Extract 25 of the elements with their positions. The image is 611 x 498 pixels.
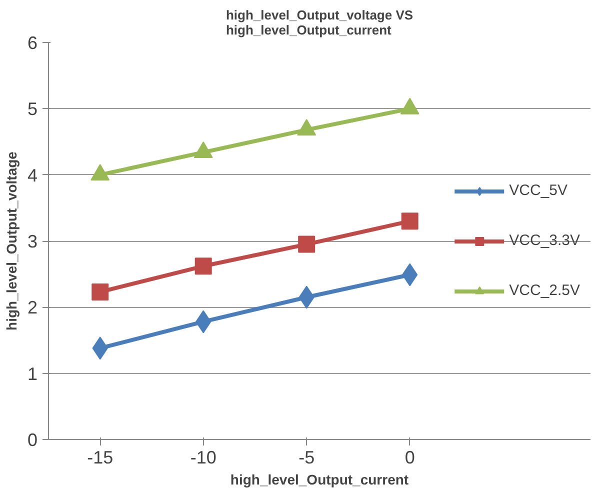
y-tick-label: 2 [27, 298, 38, 318]
x-axis-title: high_level_Output_current [230, 472, 409, 488]
y-tick-label: 3 [27, 232, 38, 252]
y-tick-label: 1 [27, 364, 38, 384]
x-tick-label: -15 [87, 448, 114, 468]
point [401, 212, 418, 230]
x-tick-label: -10 [190, 448, 216, 468]
point [297, 118, 316, 136]
legend-label: VCC_3.3V [509, 232, 580, 249]
point [400, 98, 420, 114]
legend-label: VCC_5V [509, 182, 568, 199]
point [90, 164, 110, 181]
point [194, 141, 213, 158]
point [298, 236, 316, 253]
y-tick-label: 5 [27, 99, 38, 120]
y-tick-label: 0 [27, 430, 38, 450]
y-axis-title: high_level_Output_voltage [3, 151, 20, 330]
chart-title: high_level_Output_voltage VS high_level_Output_current [226, 8, 414, 38]
point [92, 283, 109, 300]
y-tick-label: 6 [27, 33, 38, 53]
x-tick-label: 0 [404, 448, 415, 468]
legend-label: VCC_2.5V [509, 282, 580, 299]
y-tick-label: 4 [27, 165, 38, 186]
point [194, 258, 212, 275]
x-tick-label: -5 [298, 448, 315, 468]
